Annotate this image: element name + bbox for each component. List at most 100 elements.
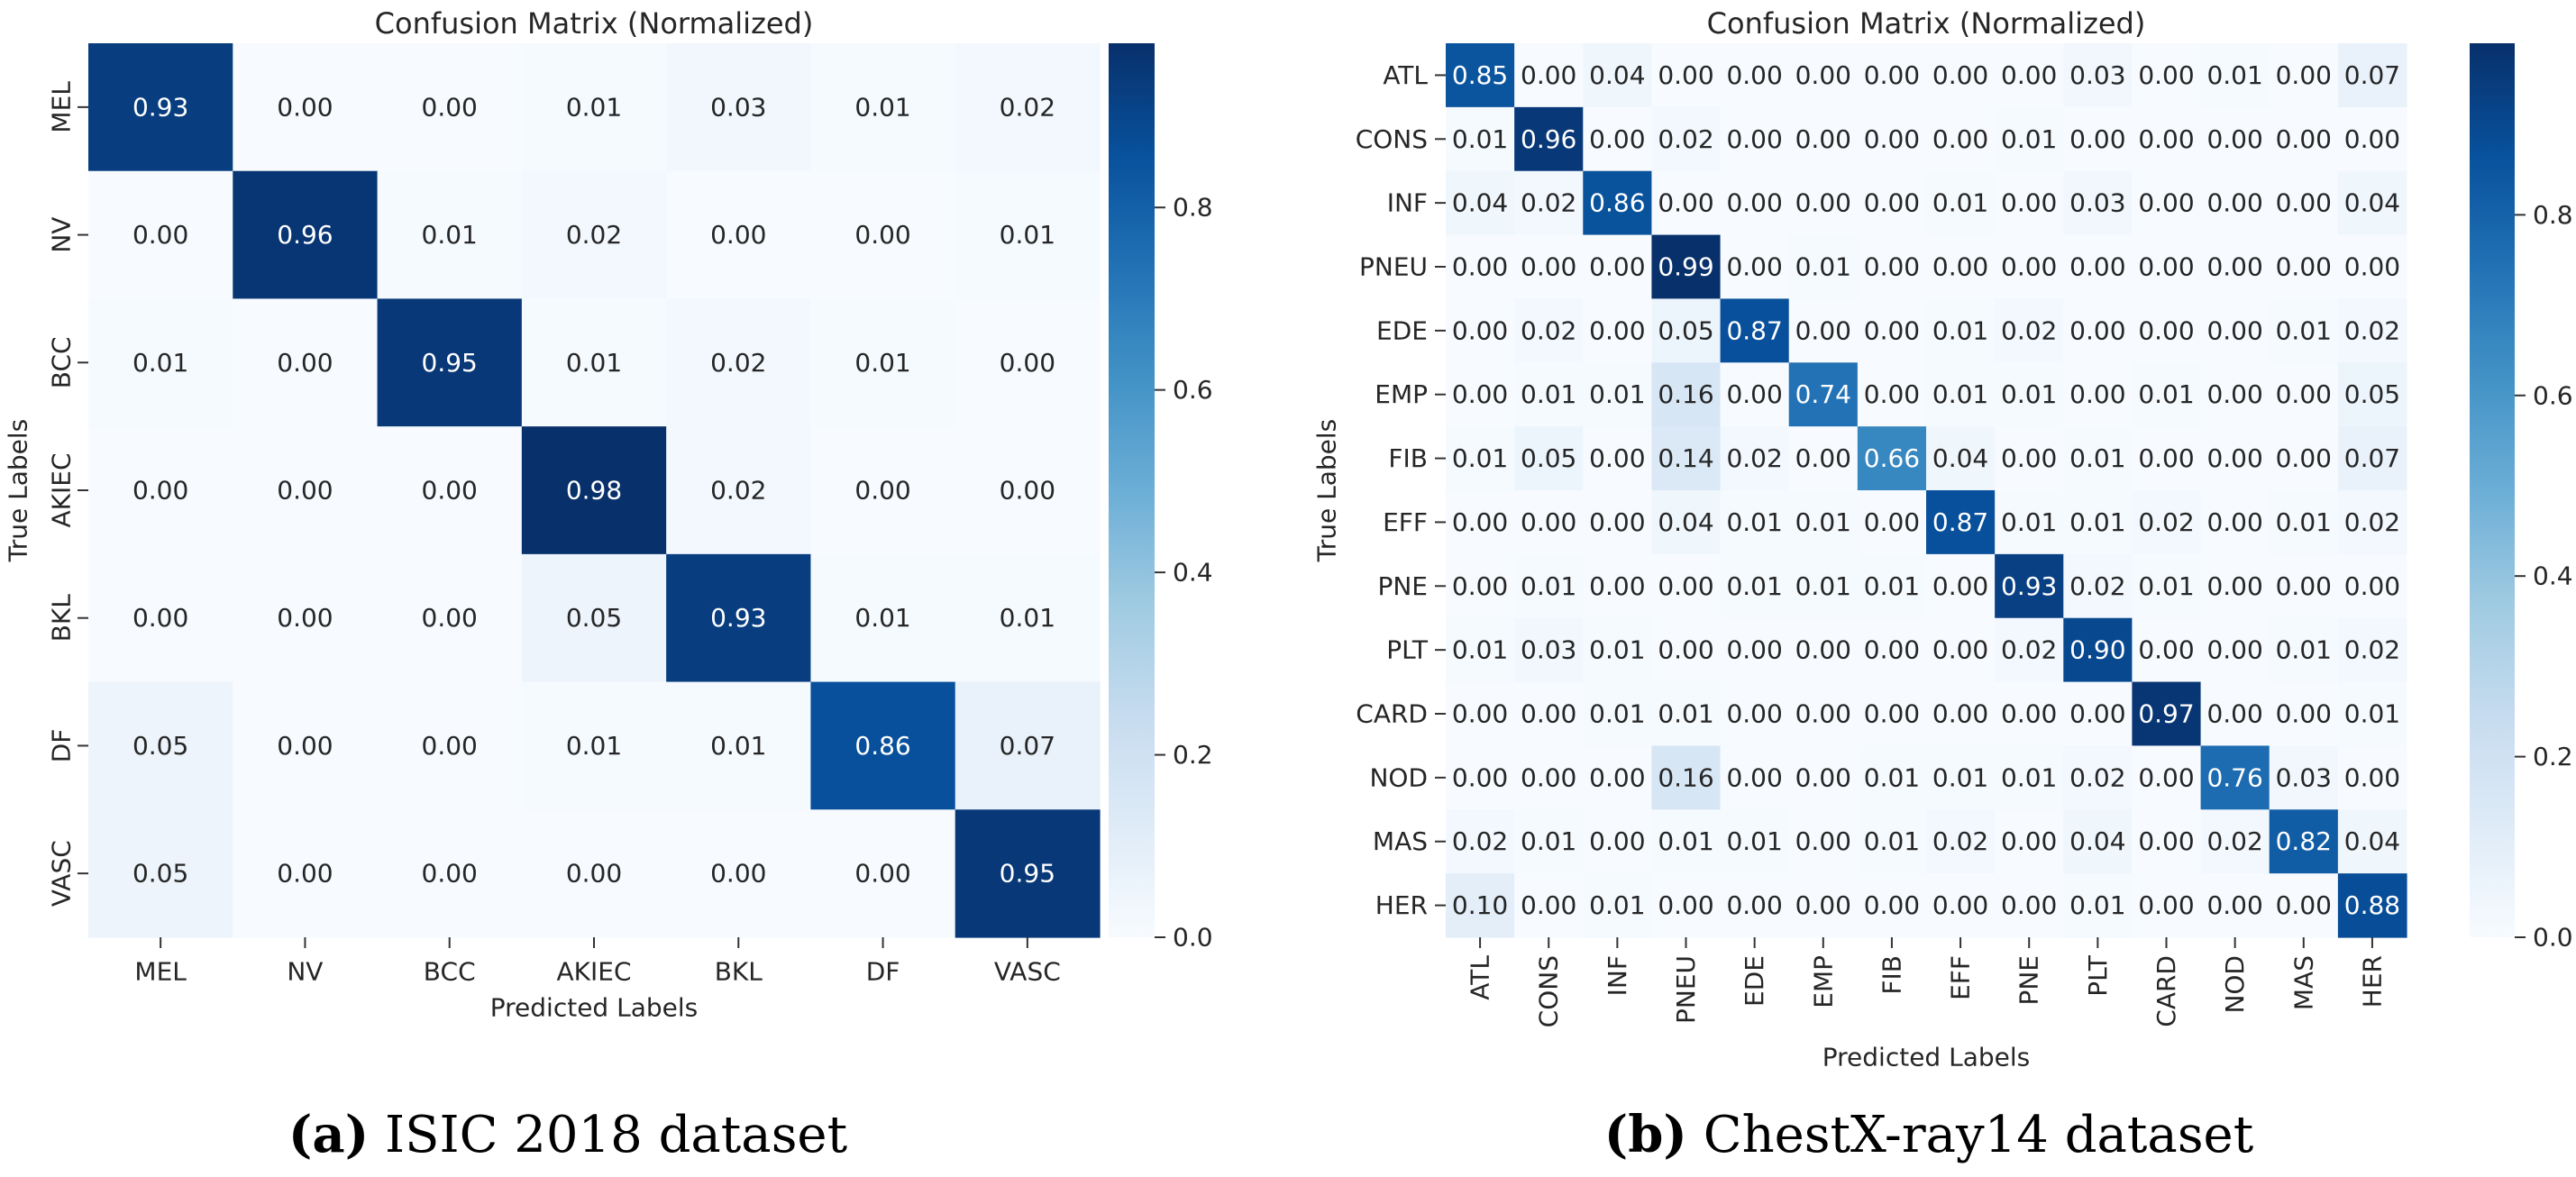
heatmap-cell <box>377 681 523 810</box>
heatmap-cell <box>1857 298 1927 363</box>
y-tick-label: INF <box>1387 188 1428 218</box>
cell-value-label: 0.01 <box>1932 188 1988 218</box>
heatmap-cell <box>1514 43 1584 108</box>
heatmap-cell <box>377 43 523 172</box>
colorbar-tick-label: 0.2 <box>1173 740 1213 770</box>
heatmap-cell <box>1720 809 1790 874</box>
heatmap-cell <box>377 298 523 427</box>
heatmap-cell <box>1857 617 1927 683</box>
cell-value-label: 0.87 <box>1932 507 1988 537</box>
heatmap-cell <box>1788 490 1859 555</box>
cell-value-label: 0.01 <box>2069 443 2125 473</box>
heatmap-cell <box>1651 681 1722 747</box>
cell-value-label: 0.00 <box>1726 699 1782 729</box>
heatmap-cell <box>1514 362 1584 427</box>
heatmap-cell <box>377 809 523 938</box>
heatmap-cell <box>2132 873 2202 938</box>
cell-value-label: 0.00 <box>854 476 910 506</box>
y-axis-label: True Labels <box>4 419 33 563</box>
cell-value-label: 0.00 <box>1932 60 1988 90</box>
cell-value-label: 0.07 <box>1000 731 1055 761</box>
cell-value-label: 0.01 <box>710 731 766 761</box>
cell-value-label: 0.00 <box>2001 890 2057 920</box>
cell-value-label: 0.02 <box>2069 571 2125 601</box>
heatmap-cell <box>2200 362 2270 427</box>
heatmap-cell <box>1651 362 1722 427</box>
cell-value-label: 0.01 <box>2138 571 2194 601</box>
heatmap-cell <box>2269 234 2339 300</box>
heatmap-cell <box>1857 809 1927 874</box>
cell-value-label: 0.00 <box>1658 188 1713 218</box>
heatmap-cell <box>2269 43 2339 108</box>
caption-b-label: (b) <box>1603 1105 1687 1164</box>
cell-value-label: 0.04 <box>2344 188 2400 218</box>
x-tick-label: NV <box>287 957 323 987</box>
caption-a: (a) ISIC 2018 dataset <box>0 1105 1136 1164</box>
heatmap-cell <box>1788 809 1859 874</box>
heatmap-cell <box>88 43 233 172</box>
heatmap-cell <box>1788 617 1859 683</box>
heatmap-cell <box>1720 298 1790 363</box>
cell-value-label: 0.01 <box>2276 635 2332 665</box>
cell-value-label: 0.01 <box>1658 699 1713 729</box>
heatmap-cell <box>1651 745 1722 810</box>
heatmap-cell <box>1788 745 1859 810</box>
heatmap-cell <box>521 170 667 300</box>
heatmap-cell <box>1720 745 1790 810</box>
heatmap-cell <box>1514 553 1584 619</box>
heatmap-cell <box>2337 234 2407 300</box>
cell-value-label: 0.03 <box>2069 188 2125 218</box>
heatmap-cell <box>666 553 812 683</box>
cell-value-label: 0.00 <box>132 476 188 506</box>
heatmap-cell <box>2337 43 2407 108</box>
cell-value-label: 0.04 <box>2344 826 2400 856</box>
cell-value-label: 0.00 <box>422 859 478 889</box>
cell-value-label: 0.00 <box>2206 315 2262 345</box>
cell-value-label: 0.01 <box>854 348 910 378</box>
x-tick-label: EDE <box>1740 955 1769 1007</box>
heatmap-cell <box>2337 362 2407 427</box>
cell-value-label: 0.01 <box>1521 826 1576 856</box>
cell-value-label: 0.00 <box>1795 826 1851 856</box>
heatmap-cell <box>2200 681 2270 747</box>
heatmap-cell <box>2337 426 2407 491</box>
heatmap-cell <box>2269 298 2339 363</box>
cell-value-label: 0.00 <box>1589 124 1645 154</box>
y-tick-label: PNE <box>1377 571 1428 601</box>
cell-value-label: 0.04 <box>2069 826 2125 856</box>
heatmap-cell <box>1583 490 1653 555</box>
cell-value-label: 0.01 <box>1932 315 1988 345</box>
cell-value-label: 0.00 <box>1452 571 1508 601</box>
heatmap-cell <box>2200 745 2270 810</box>
cell-value-label: 0.01 <box>1795 507 1851 537</box>
heatmap-cell <box>1583 617 1653 683</box>
heatmap-cell <box>1651 617 1722 683</box>
heatmap-cell <box>2132 106 2202 172</box>
heatmap-cell <box>2132 553 2202 619</box>
heatmap-cell <box>2269 873 2339 938</box>
caption-a-label: (a) <box>288 1105 370 1164</box>
heatmap-cell <box>1720 426 1790 491</box>
heatmap-cell <box>2337 106 2407 172</box>
cell-value-label: 0.02 <box>566 220 622 250</box>
heatmap-cell <box>2337 298 2407 363</box>
cell-value-label: 0.05 <box>2344 379 2400 409</box>
x-tick-label: FIB <box>1877 955 1906 995</box>
y-tick-label: AKIEC <box>47 452 77 527</box>
cell-value-label: 0.00 <box>2344 762 2400 792</box>
x-tick-label: ATL <box>1466 955 1495 1000</box>
cell-value-label: 0.00 <box>2138 443 2194 473</box>
cell-value-label: 0.00 <box>2344 571 2400 601</box>
cell-value-label: 0.00 <box>422 603 478 633</box>
heatmap-cell <box>1720 43 1790 108</box>
heatmap-cell <box>1446 745 1515 810</box>
cell-value-label: 0.00 <box>2138 188 2194 218</box>
heatmap-cell <box>1857 106 1927 172</box>
cell-value-label: 0.01 <box>1000 220 1055 250</box>
heatmap-cell <box>521 681 667 810</box>
heatmap-cell <box>1926 362 1996 427</box>
cell-value-label: 0.05 <box>566 603 622 633</box>
x-tick-label: MEL <box>134 957 187 987</box>
cell-value-label: 0.00 <box>1589 443 1645 473</box>
x-tick-label: BCC <box>424 957 476 987</box>
